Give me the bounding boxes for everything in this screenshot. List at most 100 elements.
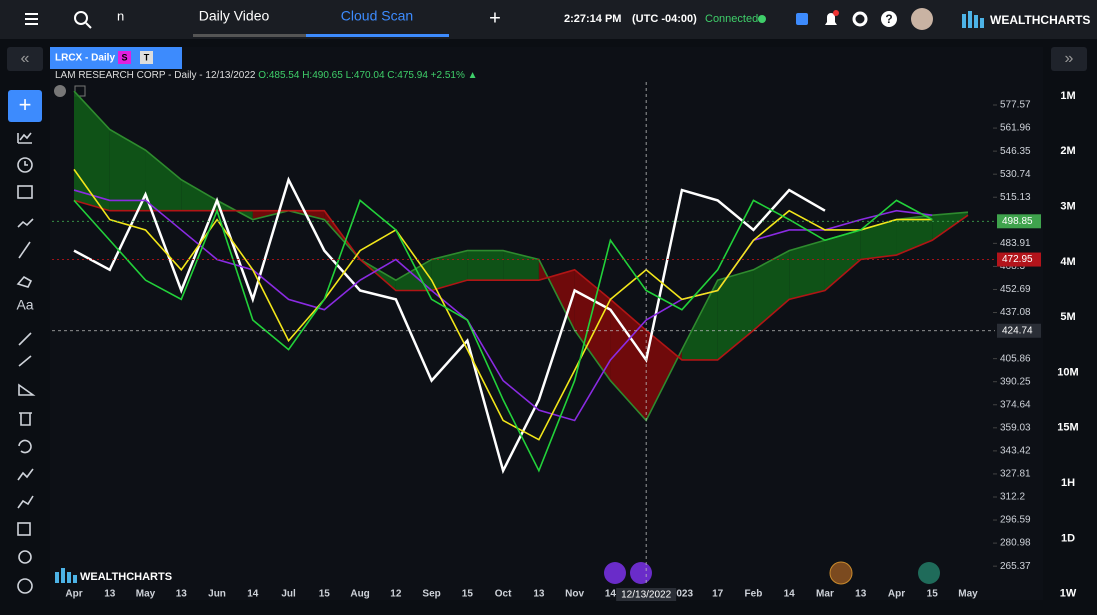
x-tick-label: May <box>136 589 156 600</box>
tab-underline-active <box>306 34 449 37</box>
add-glyph: + <box>19 92 32 117</box>
y-tick-label: 452.69 <box>1000 284 1031 295</box>
x-tick-label: 13 <box>176 589 188 600</box>
collapse-glyph: « <box>21 50 30 67</box>
help-icon[interactable] <box>881 11 897 27</box>
price-badge <box>997 252 1041 267</box>
x-tick-label: 15 <box>462 589 474 600</box>
y-tick-label: 296.59 <box>1000 515 1031 526</box>
x-tick-label: 17 <box>712 589 724 600</box>
tab[interactable]: Cloud Scan <box>341 8 413 24</box>
tab-underline <box>193 34 306 37</box>
collapse-glyph: » <box>1065 50 1074 67</box>
cloud-segment <box>574 269 611 381</box>
x-tick-label: Mar <box>816 589 834 600</box>
event-icons[interactable] <box>604 561 940 585</box>
collapse-right[interactable] <box>1051 47 1087 71</box>
x-tick-label: Aug <box>350 589 369 600</box>
timeframe-button[interactable]: 3M <box>1060 201 1075 213</box>
cloud-segment <box>681 280 718 360</box>
text-tool[interactable]: Aa <box>16 297 33 313</box>
x-tick-label: Feb <box>745 589 763 600</box>
y-tick-label: 437.08 <box>1000 307 1031 318</box>
help-glyph: ? <box>885 12 892 26</box>
search-text[interactable]: n <box>117 8 124 23</box>
bell-dot <box>833 10 839 16</box>
y-tick-label: 327.81 <box>1000 469 1031 480</box>
cloud-segment <box>145 150 182 211</box>
x-tick-label: Sep <box>422 589 440 600</box>
x-tick-label: 13 <box>533 589 545 600</box>
crosshair-price: 424.74 <box>1002 325 1033 336</box>
timezone: (UTC -04:00) <box>632 13 697 25</box>
cloud-segment <box>431 250 468 291</box>
y-tick-label: 359.03 <box>1000 422 1031 433</box>
y-tick-label: 312.2 <box>1000 492 1025 503</box>
timeframe-button[interactable]: 5M <box>1060 311 1075 323</box>
x-tick-label: 12 <box>390 589 402 600</box>
high: H:490.65 <box>302 70 343 81</box>
x-tick-label: May <box>958 589 978 600</box>
avatar[interactable] <box>911 8 933 30</box>
bell-icon[interactable] <box>825 13 837 25</box>
x-tick-label: Nov <box>565 589 584 600</box>
date: 12/13/2022 <box>205 70 255 81</box>
toolbar-icons[interactable] <box>16 132 36 594</box>
open: O:485.54 <box>258 70 300 81</box>
tab[interactable]: Daily Video <box>199 8 270 24</box>
clock: 2:27:14 PM <box>564 13 621 25</box>
y-tick-label: 515.13 <box>1000 192 1031 203</box>
cloud-segment <box>824 229 861 291</box>
x-tick-label: Oct <box>495 589 512 600</box>
x-tick-label: 13 <box>104 589 116 600</box>
y-tick-label: 546.35 <box>1000 146 1031 157</box>
y-tick-label: 390.25 <box>1000 376 1031 387</box>
cloud-segment <box>467 250 504 281</box>
save-icon[interactable] <box>796 13 808 25</box>
y-tick-label: 343.42 <box>1000 446 1031 457</box>
logo <box>962 11 984 28</box>
cloud-segment <box>181 179 218 211</box>
add-tool[interactable] <box>8 90 42 122</box>
y-tick-label: 280.98 <box>1000 538 1031 549</box>
series-line <box>73 168 933 441</box>
y-tick-label: 265.37 <box>1000 561 1031 572</box>
timeframe-button[interactable]: 10M <box>1057 366 1078 378</box>
badge[interactable] <box>118 51 131 64</box>
timeframe-button[interactable]: 15M <box>1057 422 1078 434</box>
status-dot <box>758 15 766 23</box>
series-line <box>73 199 969 361</box>
timeframe-button[interactable]: 1M <box>1060 90 1075 102</box>
timeframe-button[interactable]: 1W <box>1060 588 1077 600</box>
timeframe-button[interactable]: 4M <box>1060 256 1075 268</box>
y-tick-label: 577.57 <box>1000 100 1031 111</box>
add-tab[interactable]: + <box>489 7 501 29</box>
timeframe-button[interactable]: 2M <box>1060 145 1075 157</box>
search-icon[interactable] <box>74 11 92 29</box>
interval: Daily <box>174 70 196 81</box>
menu-icon[interactable] <box>25 13 38 25</box>
settings-icon[interactable] <box>852 11 868 27</box>
collapse-left[interactable] <box>7 47 43 71</box>
low: L:470.04 <box>346 70 385 81</box>
eye-icon[interactable] <box>54 85 66 97</box>
series-line <box>73 90 969 422</box>
y-tick-label: 468.3 <box>1000 261 1025 272</box>
series-line <box>73 199 933 473</box>
x-tick-label: 15 <box>319 589 331 600</box>
close: C:475.94 <box>387 70 428 81</box>
timeframe-button[interactable]: 1H <box>1061 477 1075 489</box>
cloud-segment <box>789 240 825 300</box>
cloud-segment <box>896 215 933 256</box>
company: LAM RESEARCH CORP <box>55 70 166 81</box>
y-tick-label: 483.91 <box>1000 238 1031 249</box>
symbol[interactable]: LRCX - Daily <box>55 53 115 64</box>
timeframe-button[interactable]: 1D <box>1061 532 1075 544</box>
cloud-segment <box>860 219 897 260</box>
change: +2.51% <box>431 70 465 81</box>
y-tick-label: 405.86 <box>1000 353 1031 364</box>
price-badge-label: 472.95 <box>1002 254 1033 265</box>
badge[interactable] <box>140 51 153 64</box>
price-badge-label: 498.85 <box>1002 216 1033 227</box>
